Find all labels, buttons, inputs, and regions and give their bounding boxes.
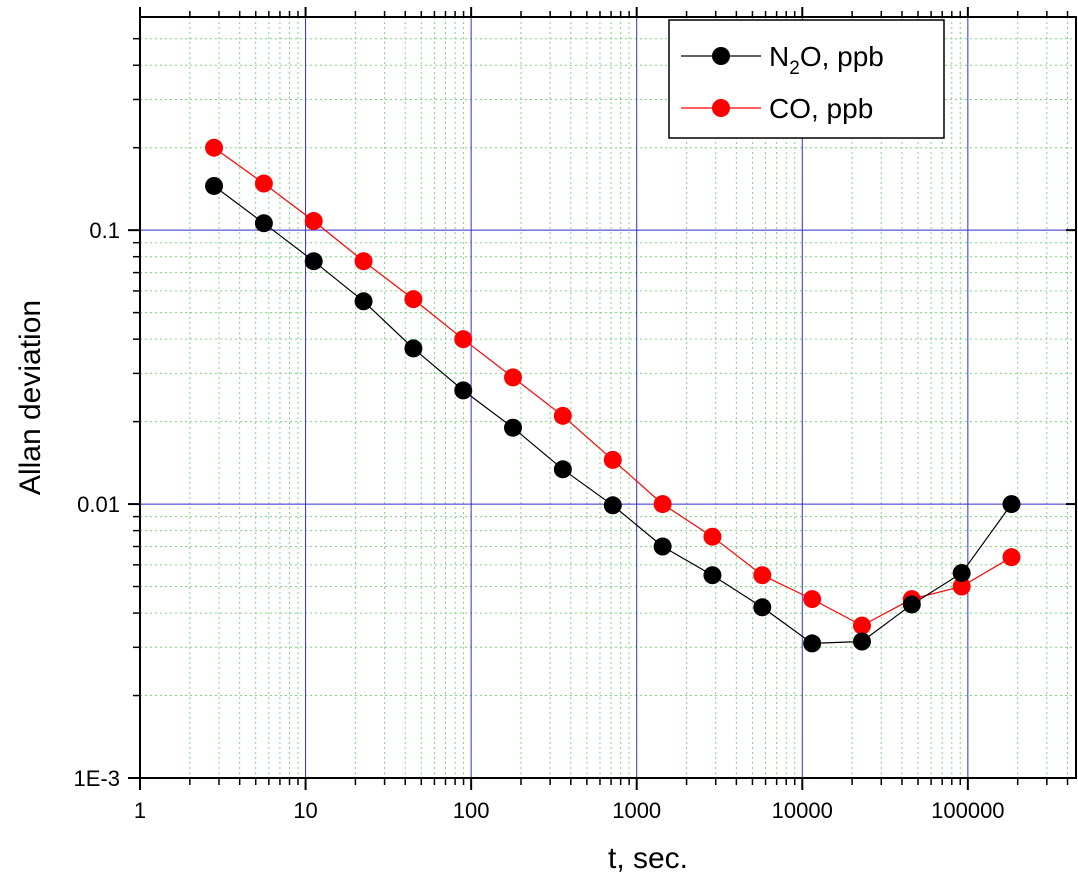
x-tick-label: 100000 <box>931 798 1004 823</box>
data-point <box>404 339 423 358</box>
data-point <box>653 495 672 514</box>
data-point <box>205 176 224 195</box>
legend-marker-co <box>712 99 730 117</box>
data-point <box>653 537 672 556</box>
x-tick-label: 1000 <box>612 798 661 823</box>
data-point <box>504 418 523 437</box>
y-tick-label: 0.01 <box>77 492 120 517</box>
data-point <box>354 252 373 271</box>
legend-label-co: CO, ppb <box>769 93 873 124</box>
data-point <box>304 252 323 271</box>
y-tick-label: 1E-3 <box>74 766 120 791</box>
data-point <box>1002 548 1021 567</box>
x-tick-label: 10 <box>293 798 317 823</box>
x-tick-labels: 1 10 100 1000 10000 100000 <box>134 798 1005 823</box>
legend: N2O, ppb CO, ppb <box>668 19 945 139</box>
y-tick-label: 0.1 <box>89 218 120 243</box>
data-point <box>205 138 224 157</box>
data-point <box>952 577 971 596</box>
data-point <box>354 292 373 311</box>
data-point <box>803 634 822 653</box>
data-point <box>753 566 772 585</box>
data-point <box>902 595 921 614</box>
data-point <box>304 211 323 230</box>
data-point <box>454 381 473 400</box>
legend-label-n2o: N2O, ppb <box>769 41 884 79</box>
x-tick-label: 1 <box>134 798 146 823</box>
data-point <box>254 214 273 233</box>
data-point <box>603 450 622 469</box>
data-point <box>703 566 722 585</box>
data-point <box>803 590 822 609</box>
data-point <box>553 460 572 479</box>
data-point <box>454 330 473 349</box>
y-axis-title: Allan deviation <box>14 300 47 495</box>
legend-entry-co: CO, ppb <box>681 93 873 124</box>
data-point <box>852 616 871 635</box>
data-point <box>254 174 273 193</box>
plot-frame <box>139 16 1077 779</box>
data-point <box>753 598 772 617</box>
data-point <box>852 632 871 651</box>
data-point <box>952 564 971 583</box>
x-axis-title: t, sec. <box>608 842 688 875</box>
x-tick-label: 100 <box>453 798 490 823</box>
data-point <box>504 368 523 387</box>
legend-marker-n2o <box>712 47 730 65</box>
data-point <box>1002 495 1021 514</box>
data-point <box>603 496 622 515</box>
x-tick-label: 10000 <box>772 798 833 823</box>
axis-ticks <box>128 7 1076 790</box>
data-point <box>703 527 722 546</box>
series-layer <box>205 138 1021 653</box>
y-tick-labels: 1E-3 0.01 0.1 <box>74 218 120 791</box>
legend-box <box>668 19 945 139</box>
legend-entry-n2o: N2O, ppb <box>681 41 884 79</box>
data-point <box>553 406 572 425</box>
data-point <box>404 290 423 309</box>
